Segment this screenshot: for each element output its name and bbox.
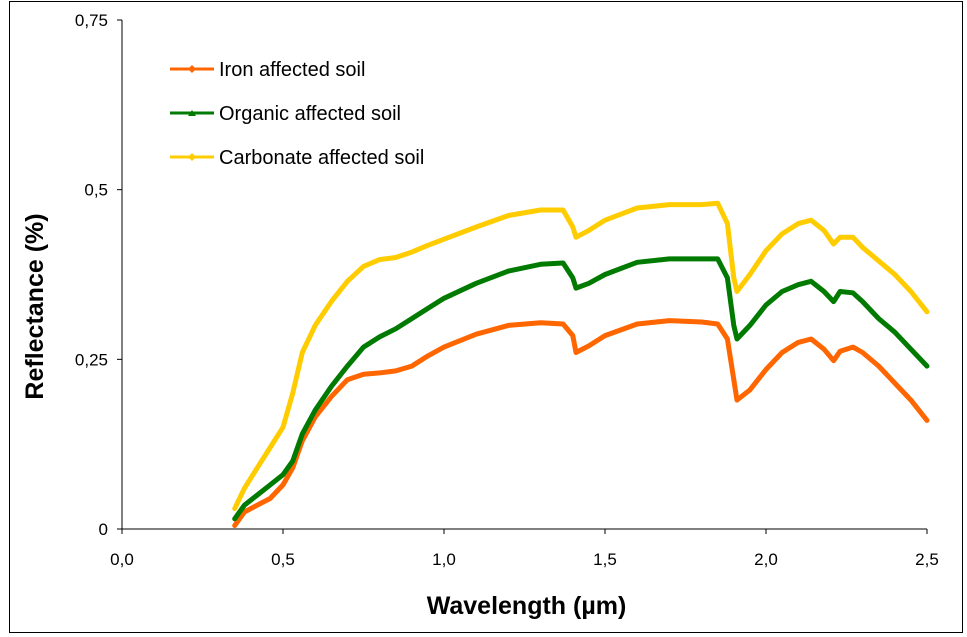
legend-label: Carbonate affected soil	[219, 147, 424, 169]
legend-marker-diamond-icon	[188, 65, 196, 73]
legend-marker-triangle-icon	[188, 110, 196, 116]
series-line-iron-affected-soil	[232, 318, 930, 529]
x-tick-label: 1,0	[432, 550, 456, 569]
legend: Iron affected soil Organic affected soil C…	[170, 59, 424, 169]
legend-marker-diamond-icon	[188, 153, 196, 161]
x-ticks: 0,0 0,5 1,0 1,5 2,0 2,5	[110, 529, 939, 569]
x-tick-label: 0,0	[110, 550, 134, 569]
legend-item: Iron affected soil	[170, 59, 365, 81]
series-line-organic-affected-soil	[232, 256, 930, 522]
x-axis-title: Wavelength (µm)	[427, 592, 627, 620]
series-lines	[232, 200, 930, 529]
x-tick-label: 2,0	[754, 550, 778, 569]
y-tick-label: 0	[99, 520, 108, 539]
y-axis-title: Reflectance (%)	[21, 213, 49, 399]
legend-item: Organic affected soil	[170, 103, 401, 125]
x-tick-label: 1,5	[593, 550, 617, 569]
legend-label: Iron affected soil	[219, 59, 365, 81]
y-ticks: 0 0,25 0,5 0,75	[75, 11, 122, 539]
y-tick-label: 0,25	[75, 350, 108, 369]
legend-item: Carbonate affected soil	[170, 147, 424, 169]
y-tick-label: 0,5	[84, 181, 108, 200]
legend-label: Organic affected soil	[219, 103, 401, 125]
x-tick-label: 2,5	[915, 550, 939, 569]
chart-frame	[9, 1, 963, 633]
x-tick-label: 0,5	[271, 550, 295, 569]
axes: 0 0,25 0,5 0,75 0,0 0,5 1,0 1,5 2,0 2,5	[75, 11, 939, 569]
series-line-carbonate-affected-soil	[232, 200, 930, 512]
y-tick-label: 0,75	[75, 11, 108, 30]
